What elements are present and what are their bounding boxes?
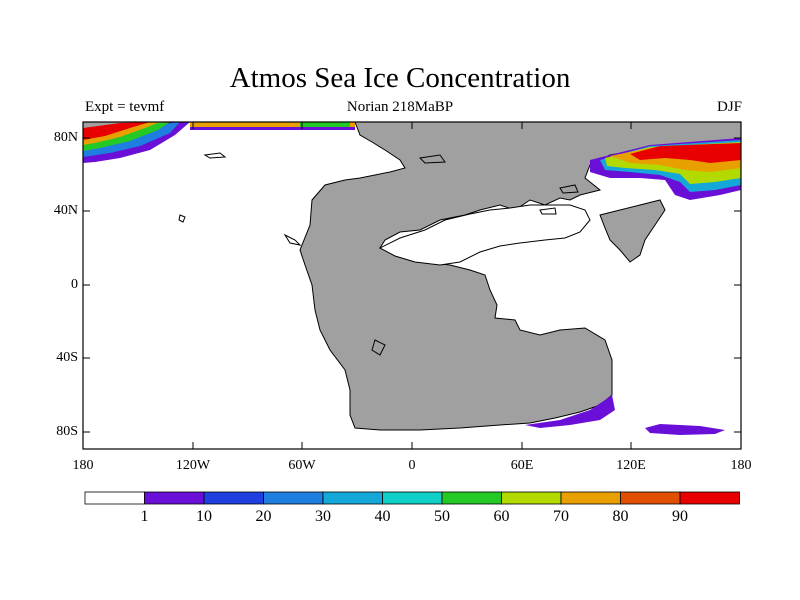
map-title: Atmos Sea Ice Concentration [229,62,571,94]
ice-north-strip-green [300,122,350,128]
colorbar-label: 30 [315,508,331,525]
ice-south-east [645,424,725,435]
colorbar-label: 20 [255,508,272,525]
ice-south [525,395,615,428]
colorbar-swatch [203,491,264,505]
ice-north-strip-edge [190,127,355,130]
colorbar-label: 90 [672,508,688,525]
land-east [599,199,666,263]
colorbar-swatch [322,491,383,505]
y-label-40s: 40S [56,350,78,365]
land-pangaea [299,121,742,431]
colorbar-swatch [620,491,681,505]
colorbar-label: 70 [553,508,569,525]
y-ticks [83,137,741,433]
period-label: Norian 218MaBP [346,99,454,115]
x-label-180w: 180 [72,458,94,473]
colorbar-swatch [144,491,205,505]
ice-northwest-orange [83,122,160,145]
ice-north-strip [190,122,355,128]
colorbar-label: 40 [374,508,391,525]
y-label-0: 0 [71,277,78,292]
ice-northeast-red [630,143,741,163]
x-label-0: 0 [408,458,416,473]
x-label-180e: 180 [730,458,752,473]
x-label-120w: 120W [175,458,211,473]
colorbar-label: 10 [196,508,212,525]
ice-northwest-green [83,122,170,151]
x-ticks [192,122,632,449]
colorbar-swatch [679,491,740,505]
colorbar-swatch [441,491,502,505]
x-label-120e: 120E [616,458,646,473]
x-label-60e: 60E [510,458,534,473]
colorbar-swatch [501,491,562,505]
colorbar-swatch [84,491,145,505]
y-label-80n: 80N [53,130,78,145]
colorbar-label: 50 [434,508,450,525]
colorbar-label: 1 [140,508,149,525]
season-label: DJF [716,99,742,115]
colorbar [84,491,740,505]
tethys-sea [378,204,591,266]
y-label-80s: 80S [56,424,78,439]
colorbar-label: 60 [493,508,510,525]
x-label-60w: 60W [288,458,316,473]
colorbar-swatch [263,491,324,505]
colorbar-swatch [382,491,443,505]
ice-northwest-red [83,122,150,140]
y-label-40n: 40N [53,203,78,218]
colorbar-swatch [560,491,621,505]
colorbar-label: 80 [612,508,629,525]
islands [178,152,579,356]
experiment-label: Expt = tevmf [85,99,165,115]
